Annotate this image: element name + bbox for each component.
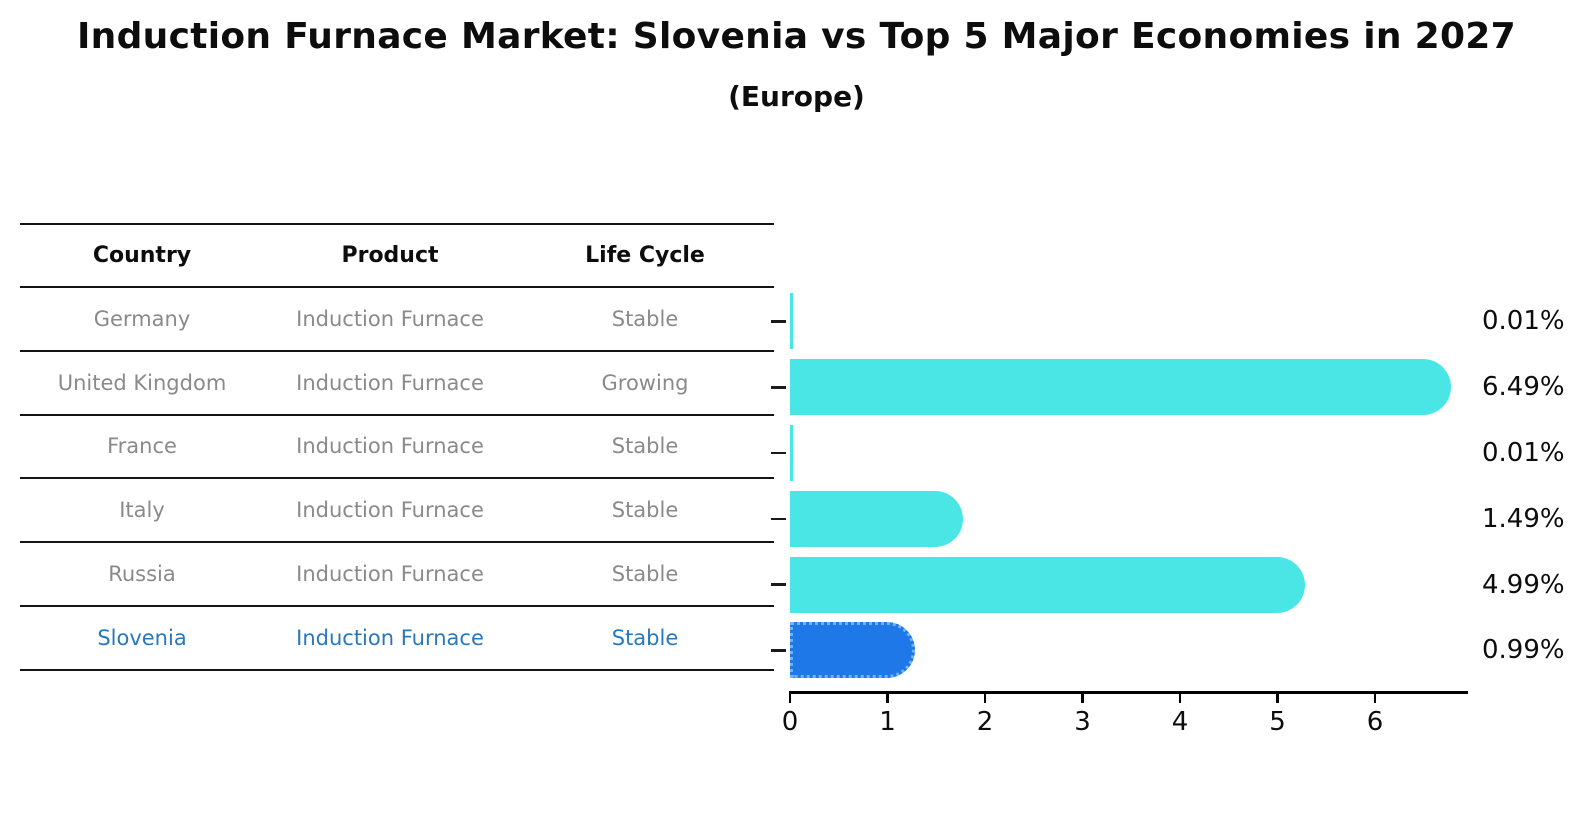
bar-united-kingdom — [790, 359, 1451, 416]
table-header-country: Country — [92, 243, 192, 268]
table-cell-country: Russia — [108, 562, 176, 587]
x-axis-tick-label: 4 — [1171, 707, 1189, 737]
y-axis-tick — [771, 320, 786, 323]
table-cell-product: Induction Furnace — [296, 306, 484, 331]
table-row: Germany Induction Furnace Stable — [20, 288, 774, 352]
table-cell-life-cycle: Stable — [611, 562, 679, 587]
bar-germany — [790, 293, 793, 350]
table-body: Germany Induction Furnace Stable United … — [20, 288, 774, 671]
x-axis-tick — [983, 694, 987, 703]
x-axis-tick — [1081, 694, 1084, 703]
table-cell-country: Italy — [119, 498, 165, 523]
chart-subtitle: (Europe) — [728, 80, 865, 113]
x-axis-tick-label: 0 — [781, 707, 799, 737]
table-row: United Kingdom Induction Furnace Growing — [20, 352, 774, 416]
bar-value-label: 4.99% — [1482, 569, 1565, 600]
table-row: Slovenia Induction Furnace Stable — [20, 607, 774, 671]
table-cell-life-cycle: Stable — [611, 498, 679, 523]
table-cell-life-cycle: Stable — [611, 625, 679, 650]
x-axis-tick — [1276, 694, 1279, 703]
bar-france — [790, 425, 793, 481]
y-axis-tick — [771, 649, 786, 652]
x-axis-tick-label: 6 — [1366, 707, 1384, 737]
country-table: Country Product Life Cycle Germany Induc… — [20, 223, 774, 671]
table-cell-product: Induction Furnace — [296, 434, 484, 459]
bar-italy — [790, 490, 964, 547]
table-row: France Induction Furnace Stable — [20, 416, 774, 480]
x-axis-tick-label: 2 — [976, 707, 994, 737]
table-cell-country: Germany — [93, 306, 191, 331]
y-axis-tick — [771, 451, 786, 455]
y-axis-tick — [771, 517, 786, 521]
x-axis-tick — [1178, 694, 1182, 703]
bar-value-label: 6.49% — [1482, 372, 1565, 403]
table-cell-product: Induction Furnace — [296, 562, 484, 587]
chart-title: Induction Furnace Market: Slovenia vs To… — [76, 16, 1517, 57]
x-axis-tick — [886, 694, 889, 703]
table-cell-life-cycle: Stable — [611, 306, 679, 331]
table-header-life-cycle: Life Cycle — [585, 243, 705, 268]
bar-slovenia — [790, 622, 915, 679]
table-header-product: Product — [341, 243, 439, 268]
x-axis-line — [789, 691, 1468, 694]
x-axis-tick — [788, 694, 792, 703]
table-header-row: Country Product Life Cycle — [20, 225, 774, 288]
bar-value-label: 0.99% — [1482, 635, 1565, 666]
x-axis-tick-label: 3 — [1074, 707, 1091, 737]
table-cell-country: United Kingdom — [57, 370, 227, 395]
table-cell-product: Induction Furnace — [296, 498, 484, 523]
table-cell-product: Induction Furnace — [296, 370, 484, 395]
y-axis-tick — [771, 386, 786, 389]
table-cell-product: Induction Furnace — [296, 625, 484, 650]
table-cell-country: Slovenia — [97, 625, 187, 650]
x-axis-tick-label: 5 — [1269, 707, 1286, 737]
table-cell-life-cycle: Growing — [601, 370, 689, 395]
bar-russia — [790, 556, 1305, 613]
y-axis-tick — [771, 583, 786, 586]
table-cell-life-cycle: Stable — [611, 434, 679, 459]
table-row: Russia Induction Furnace Stable — [20, 543, 774, 607]
bar-value-label: 0.01% — [1482, 438, 1565, 468]
x-axis-tick — [1373, 694, 1377, 703]
bar-value-label: 1.49% — [1482, 503, 1565, 534]
table-cell-country: France — [107, 434, 177, 459]
bar-value-label: 0.01% — [1482, 306, 1565, 337]
x-axis-tick-label: 1 — [879, 707, 896, 737]
table-row: Italy Induction Furnace Stable — [20, 479, 774, 544]
